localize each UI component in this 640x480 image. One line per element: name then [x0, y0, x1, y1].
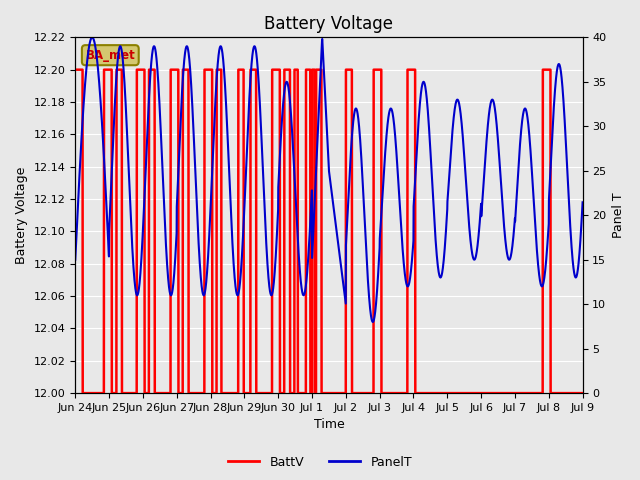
- PanelT: [288, 127, 296, 132]
- PanelT: [515, 166, 522, 172]
- Legend: BattV, PanelT: BattV, PanelT: [223, 451, 417, 474]
- BattV: [72, 67, 79, 72]
- X-axis label: Time: Time: [314, 419, 344, 432]
- BattV: [569, 390, 577, 396]
- Title: Battery Voltage: Battery Voltage: [264, 15, 394, 33]
- BattV: [129, 390, 137, 396]
- Line: PanelT: PanelT: [76, 37, 582, 322]
- PanelT: [159, 188, 167, 194]
- PanelT: [569, 261, 577, 266]
- PanelT: [369, 319, 377, 325]
- BattV: [266, 390, 274, 396]
- BattV: [579, 390, 586, 396]
- BattV: [79, 390, 86, 396]
- PanelT: [72, 257, 79, 263]
- PanelT: [88, 35, 96, 40]
- PanelT: [129, 262, 137, 267]
- Line: BattV: BattV: [76, 70, 582, 393]
- PanelT: [579, 199, 586, 205]
- Y-axis label: Panel T: Panel T: [612, 192, 625, 238]
- BattV: [288, 390, 296, 396]
- BattV: [515, 390, 522, 396]
- Y-axis label: Battery Voltage: Battery Voltage: [15, 167, 28, 264]
- BattV: [159, 390, 167, 396]
- Text: BA_met: BA_met: [85, 48, 135, 62]
- PanelT: [266, 288, 274, 294]
